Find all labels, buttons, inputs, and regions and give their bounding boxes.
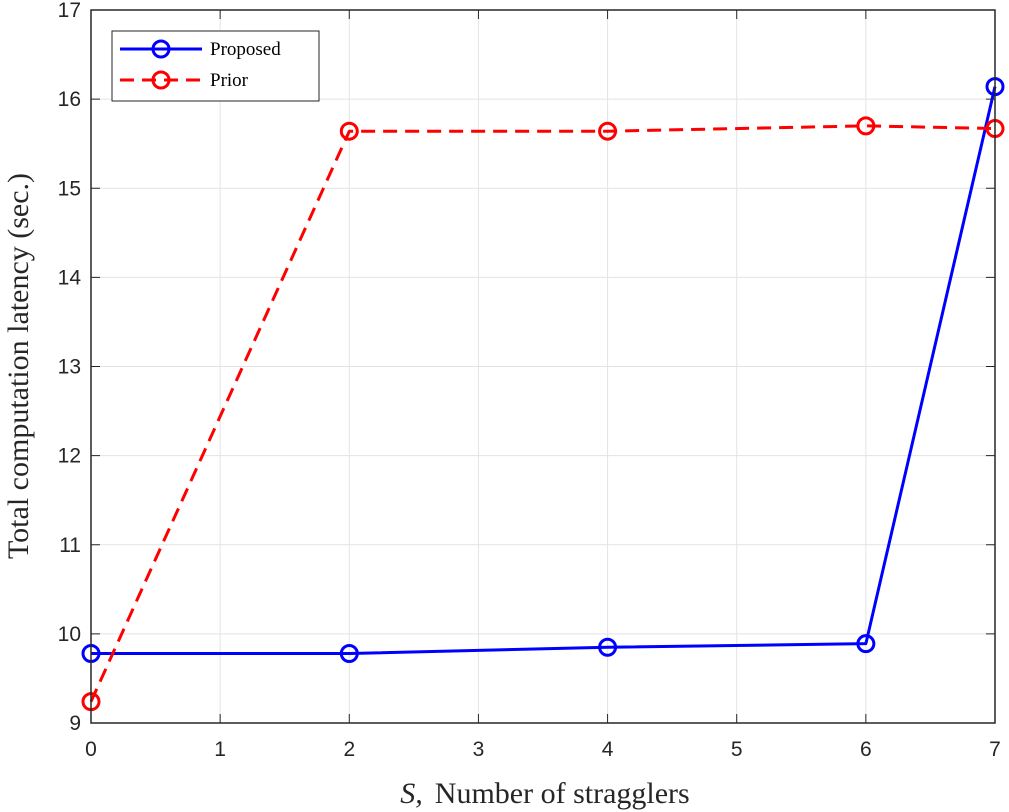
legend-proposed-marker <box>151 39 171 59</box>
x-tick-label: 3 <box>473 738 485 761</box>
y-axis-label: Total computation latency (sec.) <box>2 173 35 559</box>
x-axis-label: S, Number of stragglers <box>400 777 689 810</box>
data-point-proposed <box>339 643 359 663</box>
data-point-proposed <box>598 637 618 657</box>
x-tick-label: 0 <box>85 738 97 761</box>
y-tick-label: 10 <box>58 623 81 646</box>
data-point-prior <box>598 121 618 141</box>
y-tick-label: 13 <box>58 356 81 379</box>
y-tick-label: 9 <box>69 712 81 735</box>
series-line-prior <box>89 124 996 703</box>
x-axis-text: Number of stragglers <box>435 777 690 810</box>
y-tick-label: 17 <box>58 0 81 22</box>
y-tick-label: 16 <box>58 88 81 111</box>
legend-box <box>111 30 320 102</box>
x-tick-label: 6 <box>860 738 872 761</box>
y-tick-label: 11 <box>59 534 81 557</box>
y-tick-label: 12 <box>58 445 81 468</box>
x-tick-label: 2 <box>343 738 355 761</box>
x-tick-label: 4 <box>602 738 614 761</box>
legend-prior-marker <box>151 70 171 90</box>
x-tick-label: 7 <box>989 738 1001 761</box>
legend: Proposed Prior <box>111 30 320 102</box>
x-axis-variable: S, <box>400 777 423 810</box>
legend-proposed-label: Proposed <box>210 39 281 60</box>
y-tick-label: 14 <box>58 266 82 289</box>
x-tick-label: 5 <box>731 738 743 761</box>
data-point-proposed <box>856 634 876 654</box>
y-tick-label: 15 <box>58 177 81 200</box>
x-tick-label: 1 <box>214 738 226 761</box>
series-line-proposed <box>91 86 997 655</box>
data-point-prior <box>856 116 876 136</box>
data-point-prior <box>339 121 359 141</box>
legend-prior-label: Prior <box>210 70 249 91</box>
